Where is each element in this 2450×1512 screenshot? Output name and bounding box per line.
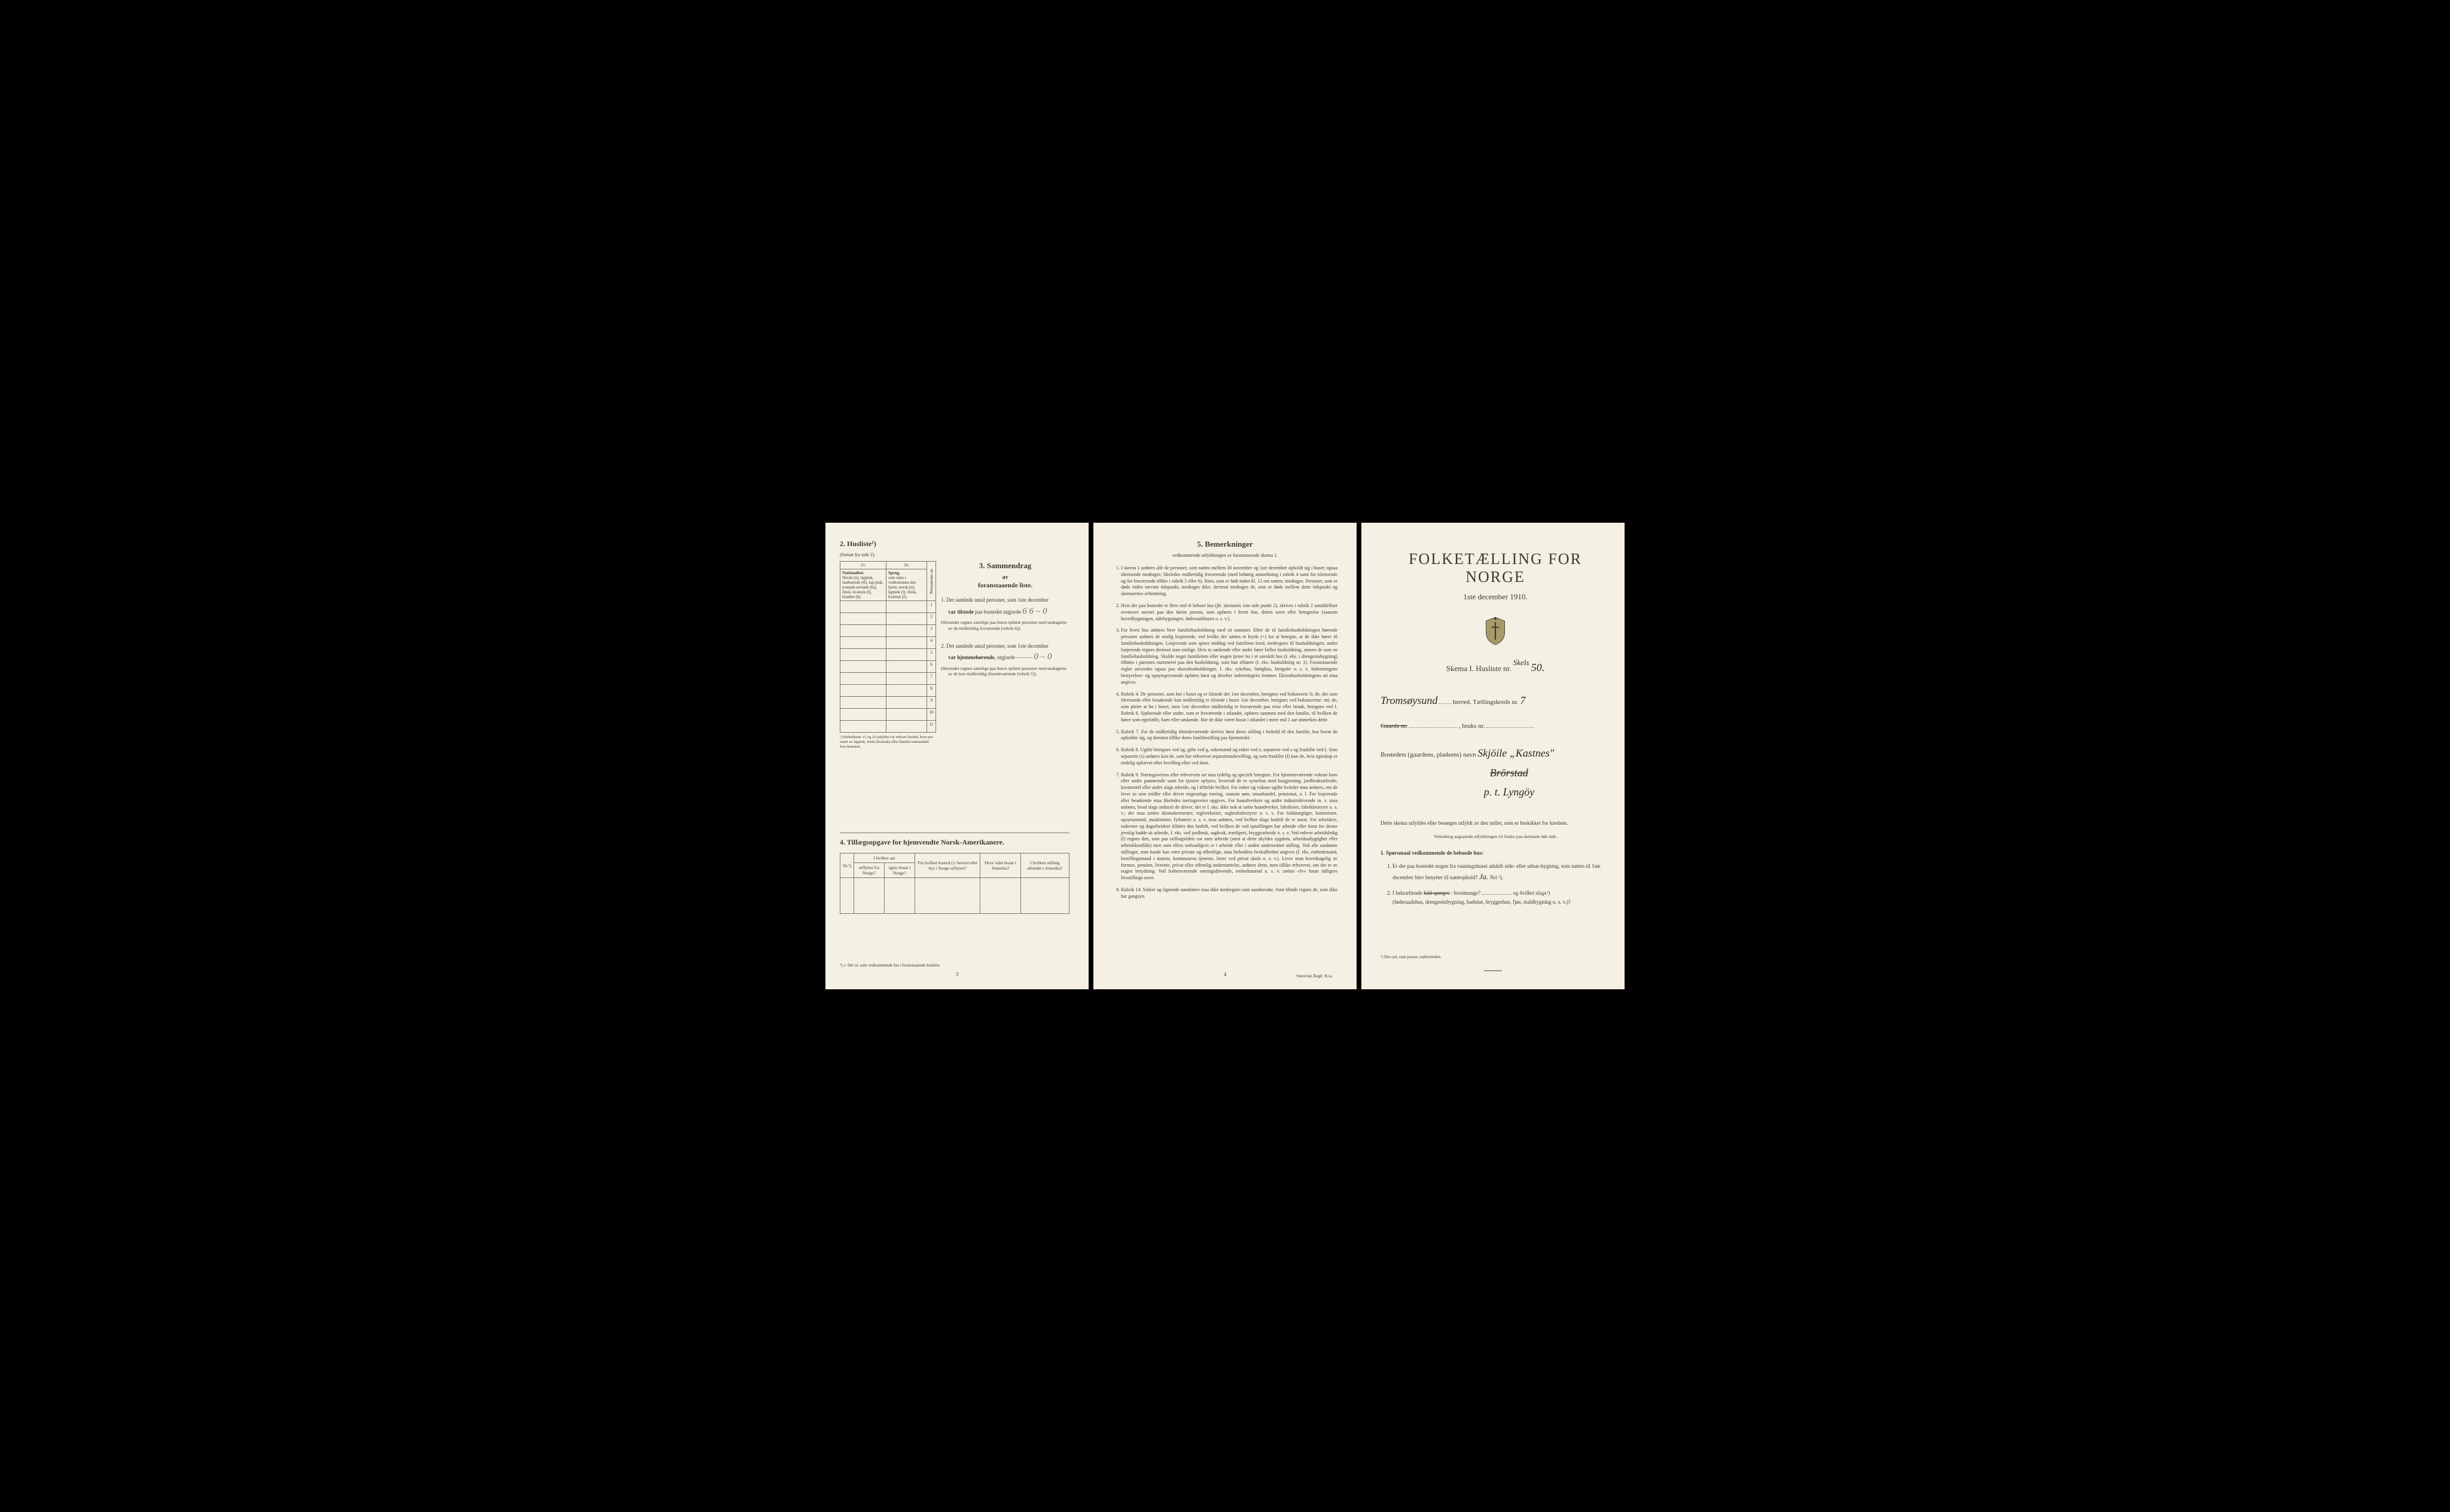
bemerkninger-subtitle: vedkommende utfyldningen av foranstaaend… [1113,553,1337,558]
summary-item-2: 2. Det samlede antal personer, som 1ste … [941,642,1069,678]
section-4-amerikanere: 4. Tillægsopgave for hjemvendte Norsk-Am… [840,833,1069,914]
ja-answer: Ja. [1479,872,1489,881]
nationality-cell: Nationalitet.Norsk (n), lappisk, fastboe… [840,569,886,601]
gaards-line: Gaards nr. , bruks nr. [1381,721,1610,733]
person-nr-header: Personernes nr. [927,562,936,601]
tilstede-count-hw: 6 6 – 0 [1022,606,1047,616]
page1-footnote: ¹) Det ord, som passer, understrekes. [1381,955,1442,959]
am-col-stilling: I hvilken stilling arbeidet i Amerika? [1020,853,1069,878]
remark-2: Hvis der paa bostedet er flere end ét be… [1121,603,1337,622]
husliste-subtitle: (fortsat fra side 2). [840,552,936,557]
sammendrag-section: 3. Sammendrag av foranstaaende liste. 1.… [941,539,1069,749]
herred-hw: Tromsøysund [1381,694,1437,706]
bemerkninger-title: 5. Bemerkninger [1113,539,1337,549]
page-1-title: FOLKETÆLLING FOR NORGE 1ste december 191… [1361,523,1625,989]
question-1: Er der paa bostedet nogen fra vaaningshu… [1392,862,1610,883]
census-main-title: FOLKETÆLLING FOR NORGE [1381,550,1610,586]
questions-section: 1. Spørsmaal vedkommende de beboede hus:… [1381,849,1610,906]
am-col-utflyttet: utflyttet fra Norge? [854,863,885,878]
am-col-bosat: igjen bosat i Norge? [884,863,915,878]
page3-columns: 2. Husliste¹) (fortsat fra side 2). 15. … [840,539,1069,749]
herred-line: Tromsøysund herred. Tællingskreds nr. 7 [1381,691,1610,710]
remark-1: I skema 1 anføres alle de personer, som … [1121,565,1337,598]
bosted-line: Bostedets (gaardens, pladsens) navn Skjö… [1381,743,1610,801]
census-date: 1ste december 1910. [1381,592,1610,602]
am-col-amerika: Hvor sidst bosat i Amerika? [980,853,1020,878]
skema-line: Skema I. Husliste nr. Skels 50. [1381,662,1610,674]
remark-3: For hvert hus anføres hver familiehushol… [1121,627,1337,685]
remark-6: Rubrik 8. Ugifte betegnes ved ug, gifte … [1121,747,1337,766]
summary-item-1: 1. Det samlede antal personer, som 1ste … [941,596,1069,632]
sammendrag-av: av [941,574,1069,581]
kreds-nr-hw: 7 [1520,694,1525,706]
amerikanere-table: Nr.²) I hvilket aar Fra hvilket bosted (… [840,853,1069,914]
remark-4: Rubrik 4. De personer, som bor i huset o… [1121,691,1337,724]
remark-8: Rubrik 14. Sinker og lignende aandsløve … [1121,887,1337,900]
section4-title: 4. Tillægsopgave for hjemvendte Norsk-Am… [840,838,1069,847]
husliste-nr-hw: 50. [1531,662,1545,673]
page-4: 5. Bemerkninger vedkommende utfyldningen… [1093,523,1357,989]
remark-7: Rubrik 9. Næringsveiens eller erhvervets… [1121,772,1337,882]
table-footnote: ¹) Rubrikkene 15 og 16 utfyldes for ethv… [840,735,936,749]
am-col-bosted: Fra hvilket bosted (ɔ: herred eller by) … [915,853,980,878]
q-title: 1. Spørsmaal vedkommende de beboede hus: [1381,849,1610,857]
sammendrag-title: 3. Sammendrag [941,561,1069,571]
hjemme-count-hw: 0 – 0 [1034,652,1052,662]
bosted-hw-1: Skjöile „Kastnes" [1477,747,1554,759]
instruction-2: Veiledning angaaende utfyldningen vil fi… [1381,834,1610,839]
sammendrag-subtitle: foranstaaende liste. [941,582,1069,589]
col-16-header: 16. [886,562,927,569]
husliste-over-hw: Skels [1513,658,1529,667]
husliste-continuation: 2. Husliste¹) (fortsat fra side 2). 15. … [840,539,936,749]
remark-5: Rubrik 7. For de midlertidig tilstedevær… [1121,729,1337,742]
page-number-3: 3 [825,971,1089,977]
printer-mark: Steen'ske Bogtr. Kr.a. [1296,974,1333,978]
flourish-mark: ⎯⎯⎯ [1484,964,1502,977]
nationality-table: 15. 16. Personernes nr. Nationalitet.Nor… [840,561,936,733]
instruction-1: Dette skema utfyldes eller besørges utfy… [1381,819,1610,828]
col-15-header: 15. [840,562,886,569]
husliste-title: 2. Husliste¹) [840,539,936,548]
page3-footnote: ²) ɔ: Det nr. som vedkommende har i fora… [840,963,940,968]
coat-of-arms-icon [1381,616,1610,647]
am-col-nr: Nr.²) [840,853,854,878]
bosted-hw-3: p. t. Lyngöy [1484,786,1534,798]
question-2: I bekræftende fald spørges : hvormange? … [1392,889,1610,906]
remarks-list: I skema 1 anføres alle de personer, som … [1113,565,1337,900]
bosted-hw-2: Brörstad [1490,767,1528,779]
am-col-aar: I hvilket aar [854,853,915,863]
page-3: 2. Husliste¹) (fortsat fra side 2). 15. … [825,523,1089,989]
language-cell: Sprog,som tales i vedkommen-des hjem: no… [886,569,927,601]
